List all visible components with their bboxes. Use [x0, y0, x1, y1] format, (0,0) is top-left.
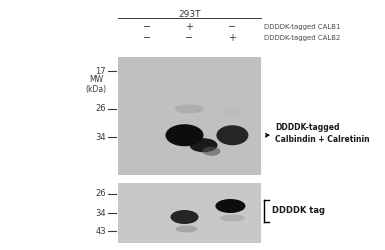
Ellipse shape	[215, 199, 245, 213]
Text: DDDDK-tagged CALB2: DDDDK-tagged CALB2	[264, 35, 340, 41]
Text: 26: 26	[95, 189, 106, 198]
Ellipse shape	[203, 147, 221, 156]
Bar	[118, 57, 261, 175]
Text: DDDDK-tagged
Calbindin + Calretinin: DDDDK-tagged Calbindin + Calretinin	[275, 123, 370, 144]
Text: 26: 26	[95, 104, 106, 114]
Text: +: +	[228, 33, 236, 43]
Text: MW
(kDa): MW (kDa)	[85, 75, 107, 94]
Ellipse shape	[176, 226, 198, 232]
Text: +: +	[186, 22, 194, 32]
Ellipse shape	[220, 214, 245, 222]
Ellipse shape	[174, 104, 204, 114]
Text: 34: 34	[95, 208, 106, 218]
Text: DDDDK tag: DDDDK tag	[272, 206, 325, 216]
Text: 43: 43	[95, 226, 106, 235]
Ellipse shape	[216, 125, 248, 145]
Ellipse shape	[219, 108, 245, 116]
Text: −: −	[186, 33, 194, 43]
Text: −: −	[142, 22, 151, 32]
Bar	[118, 183, 261, 243]
Text: −: −	[142, 33, 151, 43]
Ellipse shape	[189, 138, 218, 152]
Ellipse shape	[171, 210, 199, 224]
Text: −: −	[228, 22, 236, 32]
Text: 293T: 293T	[178, 10, 201, 19]
Text: DDDDK-tagged CALB1: DDDDK-tagged CALB1	[264, 24, 340, 30]
Ellipse shape	[166, 124, 204, 146]
Text: 17: 17	[95, 67, 106, 76]
Text: 34: 34	[95, 133, 106, 142]
